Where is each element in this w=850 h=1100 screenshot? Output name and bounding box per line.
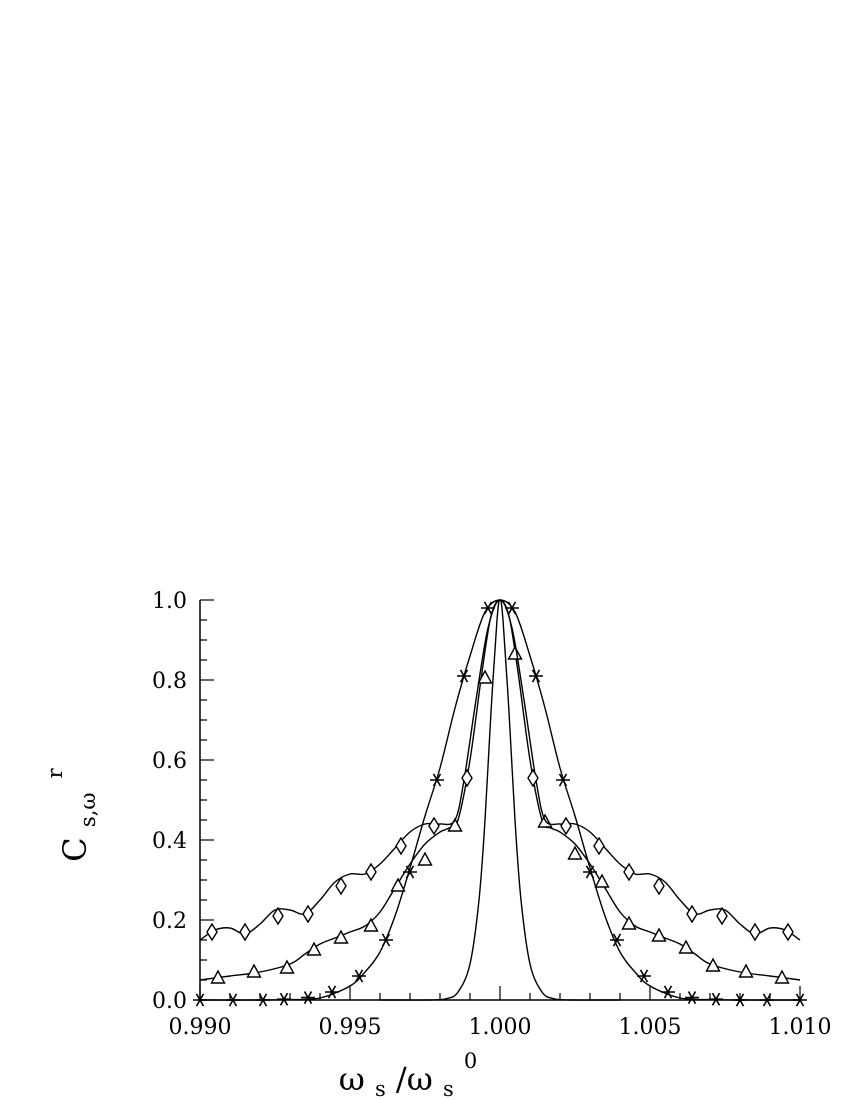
star-marker (457, 669, 471, 683)
series-line (199, 599, 801, 941)
series-star (193, 599, 807, 1007)
triangle-marker (246, 963, 262, 978)
y-tick-label: 1.0 (152, 589, 187, 614)
x-label-sub: s (375, 1077, 386, 1100)
triangle-marker (705, 957, 721, 972)
series-line (199, 599, 801, 1001)
y-label-main: C (56, 837, 94, 861)
star-marker (760, 993, 774, 1007)
diamond-marker (593, 836, 605, 856)
star-marker (481, 601, 495, 615)
diamond-marker (335, 876, 347, 896)
diamond-marker (395, 836, 407, 856)
star-marker (352, 969, 366, 983)
star-marker (301, 991, 315, 1005)
star-marker (430, 773, 444, 787)
x-label-main: ω (339, 1060, 365, 1098)
series-diamond (199, 599, 801, 942)
star-marker (556, 773, 570, 787)
diamond-marker (527, 768, 539, 788)
star-marker (610, 933, 624, 947)
triangle-marker (651, 927, 667, 942)
x-label-sup2: 0 (464, 1049, 477, 1073)
svg-text:ω s /ω s: ω s /ω s 0 (339, 1049, 478, 1100)
star-marker (505, 601, 519, 615)
y-tick-label: 0.2 (152, 909, 187, 934)
star-marker (193, 993, 207, 1007)
triangle-marker (678, 939, 694, 954)
triangle-marker (306, 941, 322, 956)
x-tick-label: 1.005 (619, 1015, 682, 1040)
star-marker (637, 969, 651, 983)
tick-labels: 0.0 0.2 0.4 0.6 0.8 1.0 0.990 0.995 1.000 1.005 1.… (152, 589, 831, 1040)
series-line (379, 599, 620, 1001)
triangle-marker (333, 929, 349, 944)
star-marker (325, 985, 339, 999)
triangle-marker (507, 645, 523, 660)
triangle-marker (390, 877, 406, 892)
triangle-marker (279, 959, 295, 974)
triangle-marker (621, 915, 637, 930)
star-marker (661, 985, 675, 999)
x-tick-label: 0.995 (319, 1015, 382, 1040)
star-marker (529, 669, 543, 683)
x-label-slash: /ω (396, 1060, 433, 1098)
y-tick-label: 0.4 (152, 829, 187, 854)
x-tick-label: 1.010 (769, 1015, 832, 1040)
diamond-marker (461, 768, 473, 788)
y-tick-label: 0.8 (152, 669, 187, 694)
series-layer (193, 599, 807, 1007)
star-marker (709, 992, 723, 1006)
diamond-marker (272, 906, 284, 926)
y-axis-label: C s,ω r (43, 767, 103, 861)
y-label-sup: r (43, 767, 67, 778)
y-label-sub: s,ω (76, 792, 100, 827)
diamond-marker (239, 922, 251, 942)
star-marker (226, 993, 240, 1007)
y-tick-label: 0.0 (152, 989, 187, 1014)
diamond-marker (560, 816, 572, 836)
diamond-marker (686, 904, 698, 924)
diamond-marker (302, 904, 314, 924)
triangle-marker (774, 969, 790, 984)
diamond-marker (653, 876, 665, 896)
diamond-marker (428, 816, 440, 836)
x-tick-label: 0.990 (169, 1015, 232, 1040)
triangle-marker (210, 969, 226, 984)
diamond-marker (365, 862, 377, 882)
star-marker (733, 993, 747, 1007)
series-triangle (199, 599, 801, 984)
series-narrow (379, 599, 620, 1001)
triangle-marker (447, 817, 463, 832)
x-axis-label: ω s /ω s 0 (339, 1049, 478, 1100)
y-tick-label: 0.6 (152, 749, 187, 774)
x-tick-label: 1.000 (469, 1015, 532, 1040)
triangle-marker (477, 669, 493, 684)
diamond-marker (782, 922, 794, 942)
star-marker (277, 992, 291, 1006)
star-marker (685, 991, 699, 1005)
diamond-marker (623, 862, 635, 882)
x-label-sub2: s (443, 1077, 454, 1100)
triangle-marker (738, 963, 754, 978)
star-marker (379, 933, 393, 947)
star-marker (793, 993, 807, 1007)
triangle-marker (594, 873, 610, 888)
triangle-marker (567, 845, 583, 860)
diamond-marker (716, 906, 728, 926)
triangle-marker (417, 851, 433, 866)
svg-text:C s,ω r: C s,ω r (43, 767, 103, 861)
diamond-marker (749, 922, 761, 942)
series-line (199, 599, 801, 981)
triangle-marker (363, 917, 379, 932)
axes (199, 599, 801, 1001)
star-marker (256, 993, 270, 1007)
diamond-marker (206, 922, 218, 942)
